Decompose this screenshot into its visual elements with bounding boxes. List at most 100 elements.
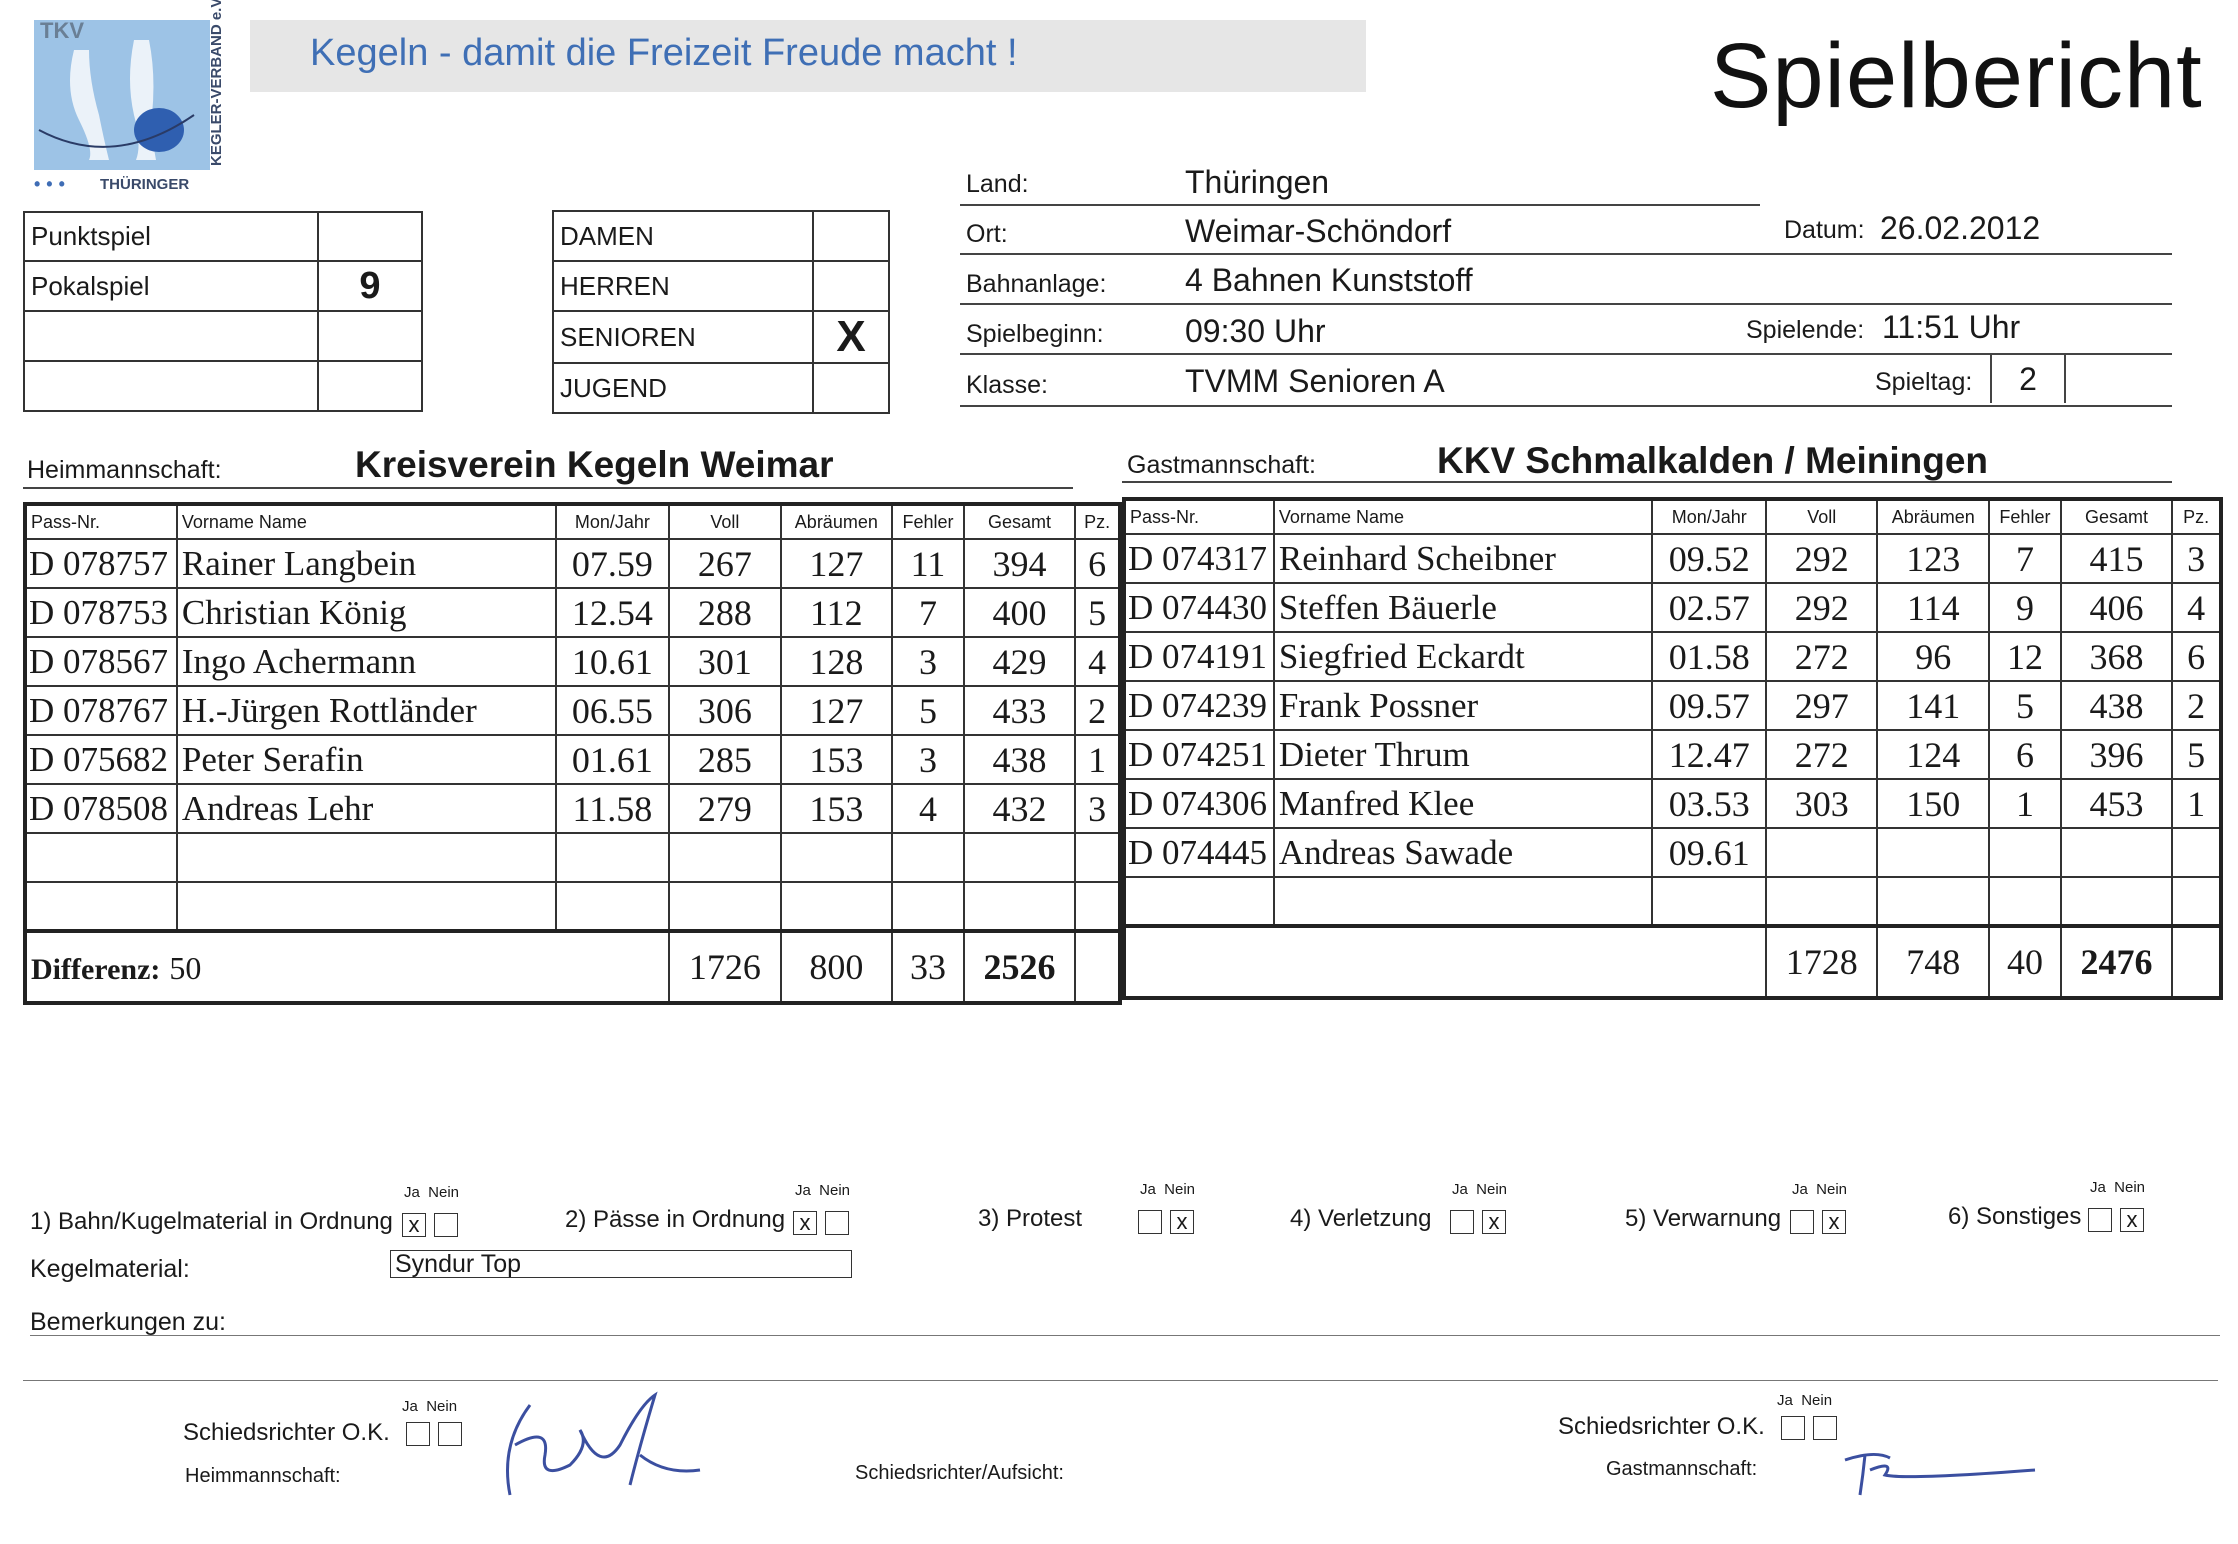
footer-aufsicht-label: Schiedsrichter/Aufsicht:: [855, 1462, 1064, 1484]
ja-checkbox[interactable]: [2088, 1207, 2112, 1232]
nein-label: Nein: [426, 1398, 458, 1415]
ja-checkbox[interactable]: x: [793, 1210, 817, 1235]
col-abraeumen: Abräumen: [1876, 498, 1991, 535]
nein-checkbox[interactable]: x: [2120, 1207, 2144, 1232]
player-row: D 078757 Rainer Langbein 07.59 267 127 11 394 6: [24, 538, 1121, 589]
home-total-gesamt: 2526: [962, 929, 1077, 1005]
nein-checkbox[interactable]: [825, 1210, 849, 1235]
fehler-cell: [1988, 876, 2062, 927]
fehler-cell: 7: [1988, 533, 2062, 584]
player-name-cell: Rainer Langbein: [175, 538, 557, 589]
abraeumen-cell: 123: [1876, 533, 1991, 584]
gesamt-cell: [962, 881, 1077, 932]
ja-checkbox[interactable]: [1790, 1209, 1814, 1234]
sr-ok-ja-checkbox[interactable]: [406, 1421, 431, 1446]
guest-team-name: KKV Schmalkalden / Meiningen: [1437, 440, 1989, 481]
check-item-label: 1) Bahn/Kugelmaterial in Ordnung: [30, 1208, 393, 1235]
category-label: DAMEN: [552, 210, 814, 262]
sr-ok-nein-checkbox[interactable]: [438, 1421, 463, 1446]
abraeumen-cell: [1876, 876, 1991, 927]
fehler-cell: 12: [1988, 631, 2062, 682]
beginn-value: 09:30 Uhr: [1185, 313, 1326, 349]
sr-ok-nein-checkbox[interactable]: [1813, 1415, 1838, 1440]
voll-cell: 297: [1765, 680, 1879, 731]
player-name-cell: Manfred Klee: [1272, 778, 1654, 829]
land-value: Thüringen: [1185, 164, 1330, 200]
match-type-value: [318, 360, 423, 412]
mon-jahr-cell: 12.54: [554, 587, 671, 638]
nein-checkbox[interactable]: [434, 1212, 458, 1237]
ja-nein-label: Ja Nein: [1140, 1181, 1196, 1198]
bahn-value: 4 Bahnen Kunststoff: [1185, 262, 1473, 298]
pz-cell: 6: [2171, 631, 2222, 682]
voll-cell: 285: [668, 734, 782, 785]
remarks-line: [30, 1335, 2220, 1336]
nein-checkbox[interactable]: x: [1482, 1209, 1506, 1234]
pz-cell: [1074, 832, 1121, 883]
player-row: D 075682 Peter Serafin 01.61 285 153 3 438 1: [24, 734, 1121, 785]
bahn-label: Bahnanlage:: [966, 270, 1107, 298]
nein-checkbox[interactable]: x: [1170, 1209, 1194, 1234]
diff-value: 50: [169, 950, 202, 986]
fehler-cell: 3: [891, 636, 965, 687]
gesamt-cell: [962, 832, 1077, 883]
col-fehler: Fehler: [1988, 498, 2062, 535]
player-name-cell: Siegfried Eckardt: [1272, 631, 1654, 682]
beginn-label: Spielbeginn:: [966, 320, 1104, 348]
pass-nr-cell: D 074306: [1123, 778, 1275, 829]
klasse-value: TVMM Senioren A: [1185, 363, 1445, 399]
pz-cell: 1: [2171, 778, 2222, 829]
voll-cell: 272: [1765, 729, 1879, 780]
home-total-fehler: 33: [891, 929, 965, 1005]
pass-nr-cell: D 075682: [24, 734, 178, 785]
match-type-value: [318, 310, 423, 362]
home-score-table: Pass-Nr. Vorname Name Mon/Jahr Voll Abrä…: [23, 502, 1122, 1005]
divider: [960, 253, 2172, 255]
check-item-boxes: x: [402, 1210, 466, 1238]
category-label: SENIOREN: [552, 310, 814, 364]
guest-sum-row: 1728 748 40 2476: [1122, 924, 2222, 1000]
guest-sum-blank: [1122, 924, 1768, 1000]
home-header-row: Pass-Nr. Vorname Name Mon/Jahr Voll Abrä…: [24, 503, 1121, 540]
gesamt-cell: 433: [962, 685, 1077, 736]
pz-cell: 3: [1074, 783, 1121, 834]
match-type-value: 9: [318, 260, 423, 312]
fehler-cell: [1988, 827, 2062, 878]
col-fehler: Fehler: [891, 503, 965, 540]
abraeumen-cell: 141: [1876, 680, 1991, 731]
ja-checkbox[interactable]: [1138, 1209, 1162, 1234]
material-value: Syndur Top: [395, 1250, 522, 1278]
nein-checkbox[interactable]: x: [1822, 1209, 1846, 1234]
home-signature: [506, 1391, 701, 1496]
material-label: Kegelmaterial:: [30, 1255, 190, 1283]
pz-cell: 4: [1074, 636, 1121, 687]
mon-jahr-cell: 09.52: [1651, 533, 1768, 584]
sr-ok-label-guest: Schiedsrichter O.K.: [1558, 1413, 1845, 1441]
pass-nr-cell: D 078508: [24, 783, 178, 834]
home-total-abr: 800: [779, 929, 894, 1005]
mon-jahr-cell: 01.58: [1651, 631, 1768, 682]
voll-cell: 267: [668, 538, 782, 589]
mon-jahr-cell: 10.61: [554, 636, 671, 687]
logo-region: THÜRINGER: [100, 176, 190, 193]
ja-checkbox[interactable]: x: [402, 1212, 426, 1237]
player-name-cell: [175, 881, 557, 932]
divider: [1122, 481, 2172, 483]
ja-nein-label: Ja Nein: [404, 1184, 460, 1201]
col-voll: Voll: [668, 503, 782, 540]
col-name: Vorname Name: [1272, 498, 1654, 535]
check-item-label: 4) Verletzung: [1290, 1205, 1432, 1232]
voll-cell: 301: [668, 636, 782, 687]
ja-nein-label: Ja Nein: [1792, 1181, 1848, 1198]
ja-checkbox[interactable]: [1450, 1209, 1474, 1234]
diff-label: Differenz:: [31, 953, 161, 986]
ort-label: Ort:: [966, 220, 1008, 248]
sr-ok-ja-checkbox[interactable]: [1781, 1415, 1806, 1440]
abraeumen-cell: 127: [779, 685, 894, 736]
gesamt-cell: 400: [962, 587, 1077, 638]
ja-nein-label: Ja Nein: [2090, 1179, 2146, 1196]
mon-jahr-cell: 06.55: [554, 685, 671, 736]
gesamt-cell: 415: [2059, 533, 2174, 584]
material-field[interactable]: Syndur Top: [390, 1250, 852, 1278]
guest-signature: [1844, 1453, 2036, 1496]
